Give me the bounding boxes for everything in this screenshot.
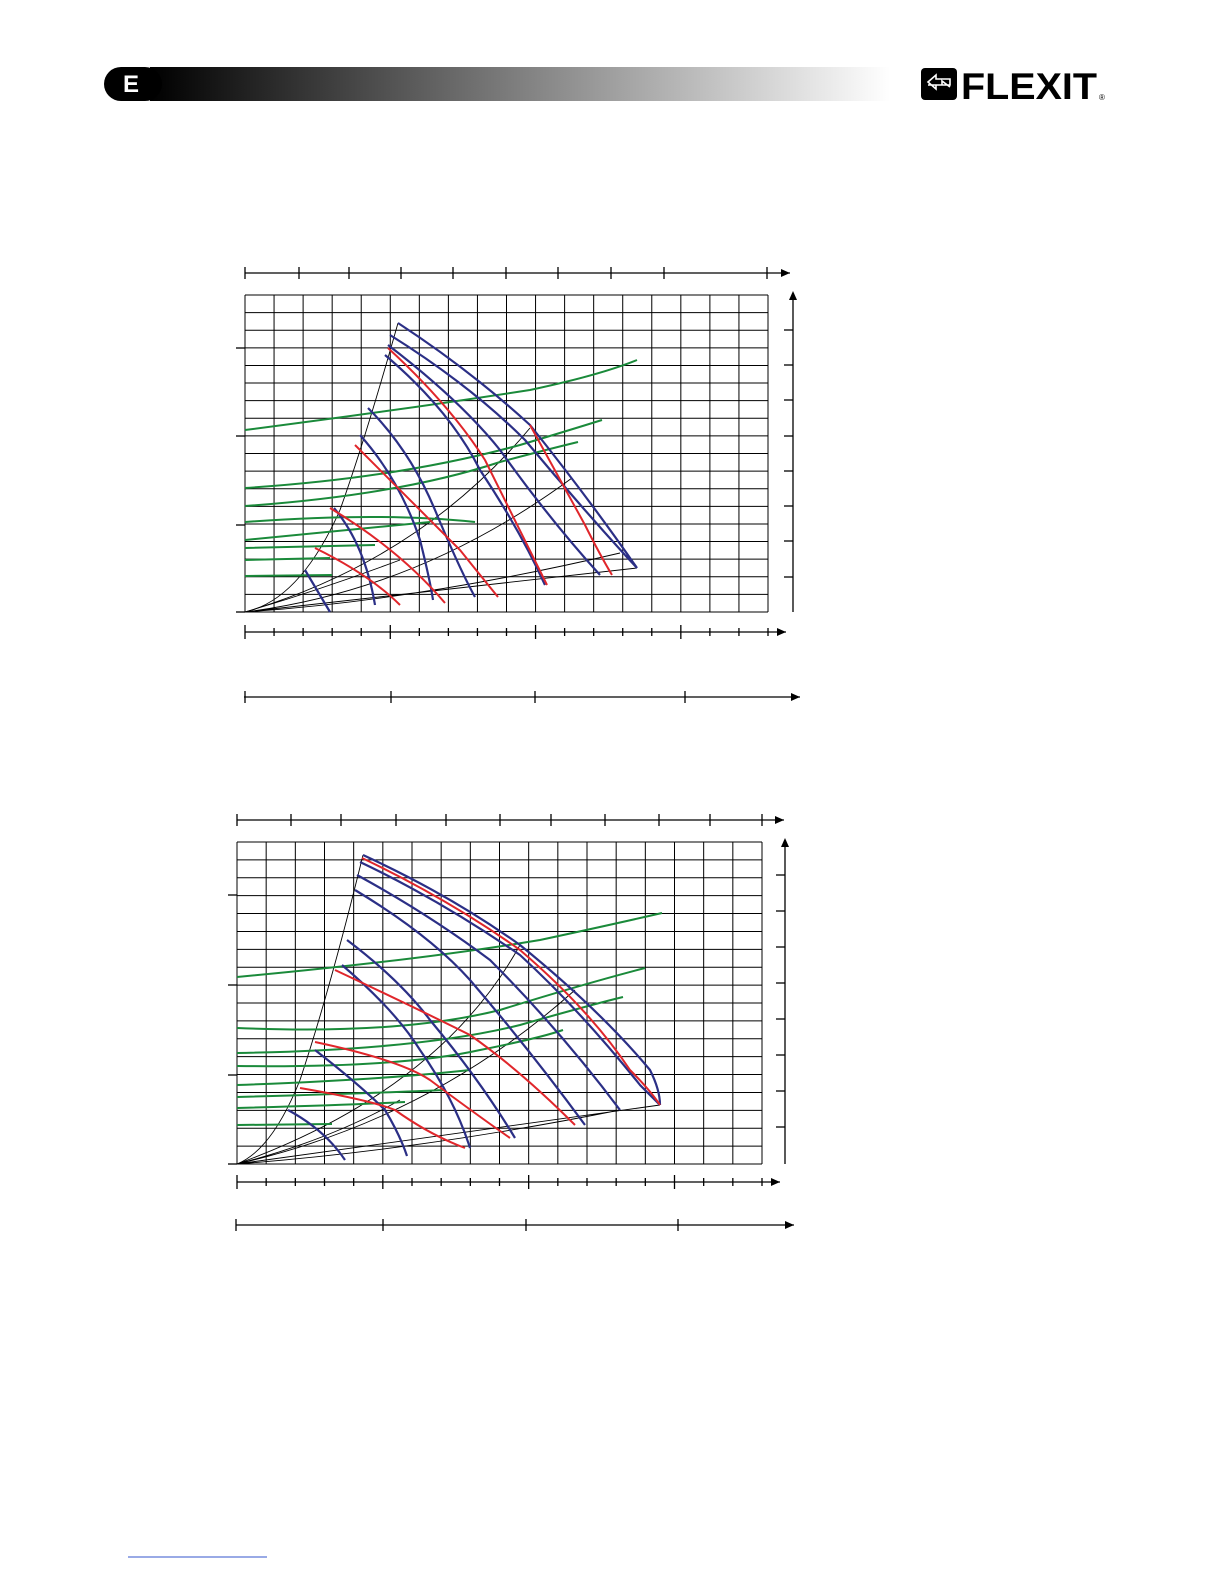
curve <box>304 507 377 613</box>
axis-arrow <box>777 628 786 636</box>
curve <box>287 1049 409 1161</box>
axis-arrow <box>791 693 800 701</box>
curve <box>314 507 446 606</box>
curve <box>236 1069 471 1126</box>
curve <box>387 344 601 576</box>
diagram-2-curves <box>236 854 663 1165</box>
curve <box>529 424 613 576</box>
diagram-grid <box>236 841 763 1165</box>
curve <box>387 347 548 586</box>
badge <box>104 67 162 101</box>
curve <box>359 434 435 601</box>
curve <box>361 857 661 1106</box>
registered-mark: ® <box>1099 93 1105 102</box>
diagram-axes <box>236 267 800 703</box>
curve <box>236 967 646 1031</box>
curve <box>346 939 516 1139</box>
curve <box>236 996 624 1054</box>
curve <box>367 407 476 598</box>
curve <box>244 419 603 489</box>
curve <box>244 427 638 613</box>
curve <box>236 854 364 1165</box>
axis-arrow <box>775 816 784 824</box>
curve <box>359 861 661 1106</box>
curve <box>244 544 376 577</box>
axis-arrow <box>771 1178 780 1186</box>
curve <box>244 521 431 541</box>
curve <box>236 944 661 1165</box>
axis-arrow <box>789 291 797 300</box>
curve <box>236 1029 564 1068</box>
logo-arrows <box>926 73 951 91</box>
curve <box>314 1041 511 1139</box>
axis-arrow <box>781 269 790 277</box>
axis-arrow <box>781 838 789 847</box>
diagram-grid <box>244 294 769 613</box>
curve <box>341 964 472 1149</box>
curve <box>299 1087 466 1149</box>
curve <box>384 354 547 586</box>
curve <box>362 854 662 1106</box>
axis-arrow <box>785 1221 794 1229</box>
diagram-axes <box>228 814 794 1231</box>
curve <box>389 334 626 556</box>
logo-text: FLEXIT <box>961 66 1097 107</box>
curve <box>356 874 621 1111</box>
curve <box>334 969 576 1126</box>
curve <box>244 359 638 431</box>
logo-icon <box>921 68 957 100</box>
diagram-1-curves <box>244 322 638 613</box>
curve <box>354 889 586 1126</box>
curve <box>244 322 399 613</box>
badge-text: E <box>123 71 139 98</box>
header-bar <box>150 67 890 101</box>
curve <box>244 441 579 507</box>
curve <box>354 444 499 598</box>
curve <box>244 516 476 523</box>
